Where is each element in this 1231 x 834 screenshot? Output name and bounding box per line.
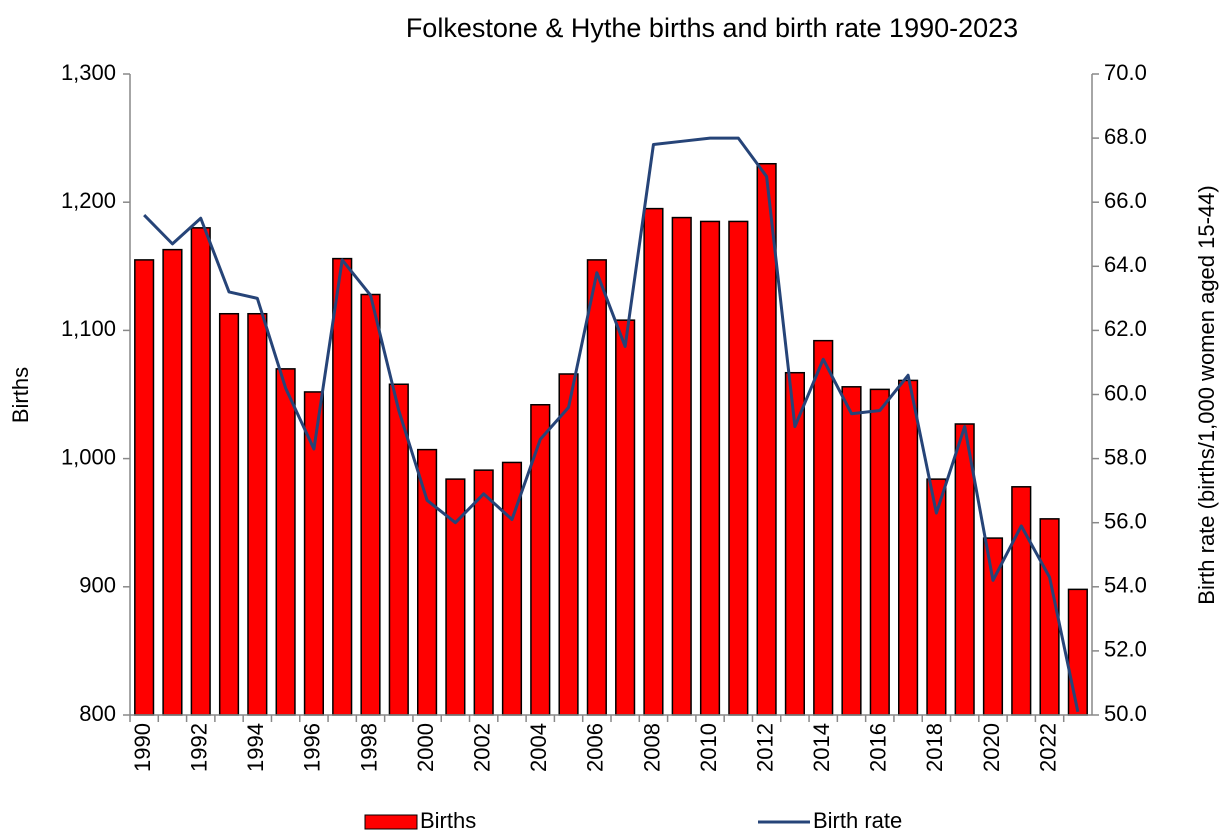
bar [162, 248, 183, 716]
y2-axis-title: Birth rate (births/1,000 women aged 15-4… [1194, 185, 1219, 604]
x-tick-label: 1996 [300, 723, 325, 772]
x-tick-label: 2008 [639, 723, 664, 772]
bar [134, 259, 155, 716]
x-tick-label: 2002 [469, 723, 494, 772]
x-tick-label: 2020 [979, 723, 1004, 772]
chart-title: Folkestone & Hythe births and birth rate… [406, 13, 1018, 43]
bar [898, 379, 919, 716]
line [143, 136, 1080, 713]
y-tick-label: 1,200 [61, 188, 116, 213]
y2-tick-label: 52.0 [1104, 637, 1147, 662]
x-tick-label: 2010 [696, 723, 721, 772]
x-tick-label: 2012 [752, 723, 777, 772]
y2-tick-label: 54.0 [1104, 573, 1147, 598]
bar [643, 207, 664, 716]
x-tick-label: 2016 [866, 723, 891, 772]
y2-tick-label: 62.0 [1104, 316, 1147, 341]
bar [586, 259, 607, 716]
bar [530, 404, 551, 716]
legend-swatch [364, 814, 418, 830]
bar [813, 339, 834, 716]
y2-tick-label: 56.0 [1104, 509, 1147, 534]
legend-label: Births [420, 808, 476, 833]
bar [728, 220, 749, 716]
bar [671, 216, 692, 716]
bar [615, 319, 636, 716]
bar [1039, 518, 1060, 716]
bar [841, 386, 862, 716]
bar [275, 368, 296, 716]
y-tick-label: 800 [79, 701, 116, 726]
bar [1067, 588, 1088, 716]
y-tick-label: 1,000 [61, 444, 116, 469]
bar [218, 312, 240, 716]
x-tick-label: 2004 [526, 723, 551, 772]
legend-label: Birth rate [813, 808, 902, 833]
bar [417, 448, 438, 716]
y2-tick-label: 60.0 [1104, 380, 1147, 405]
y2-tick-label: 64.0 [1104, 252, 1147, 277]
y2-tick-label: 66.0 [1104, 188, 1147, 213]
bar [332, 257, 353, 716]
bar [247, 312, 268, 716]
bar [1011, 486, 1032, 716]
y2-tick-label: 70.0 [1104, 60, 1147, 85]
y2-tick-label: 58.0 [1104, 444, 1147, 469]
bar [699, 220, 721, 716]
bar [869, 388, 890, 716]
y2-tick-label: 50.0 [1104, 701, 1147, 726]
x-tick-label: 1990 [130, 723, 155, 772]
bar [360, 293, 381, 716]
y-tick-label: 1,100 [61, 316, 116, 341]
y-tick-label: 1,300 [61, 60, 116, 85]
y-tick-label: 900 [79, 573, 116, 598]
y-axis-title: Births [8, 367, 33, 423]
x-tick-label: 1998 [356, 723, 381, 772]
y2-tick-label: 68.0 [1104, 124, 1147, 149]
bar [473, 469, 494, 716]
x-tick-label: 2018 [922, 723, 947, 772]
bar [558, 373, 579, 716]
x-tick-label: 1992 [187, 723, 212, 772]
bar [190, 227, 211, 716]
x-tick-label: 2014 [809, 723, 834, 772]
x-tick-label: 2000 [413, 723, 438, 772]
x-tick-label: 2006 [583, 723, 608, 772]
x-tick-label: 1994 [243, 723, 268, 772]
x-tick-label: 2022 [1035, 723, 1060, 772]
